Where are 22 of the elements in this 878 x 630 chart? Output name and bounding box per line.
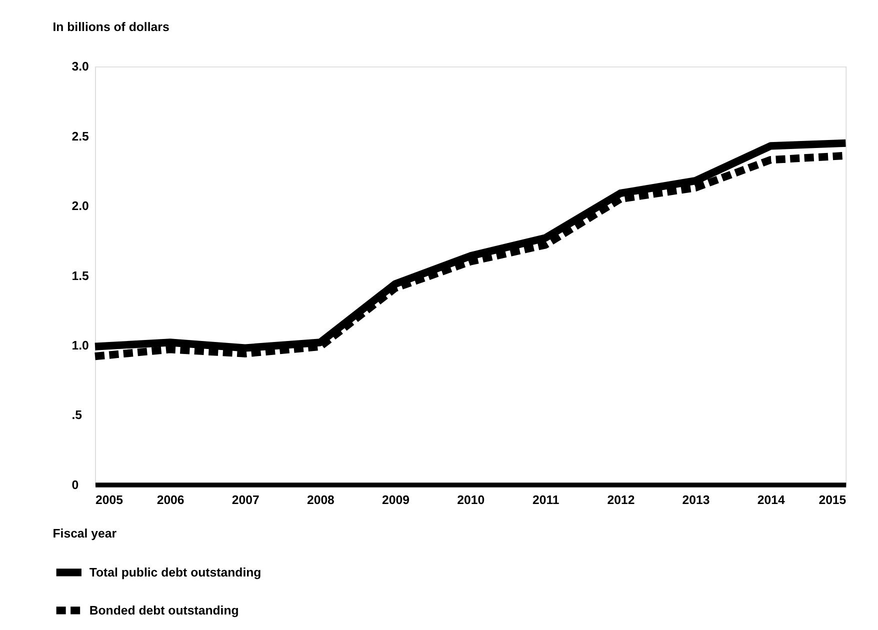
y-tick-label: 1.0: [72, 338, 90, 352]
x-tick-label: 2013: [682, 493, 710, 508]
x-tick-label: 2006: [156, 493, 184, 508]
x-tick-label: 2011: [532, 493, 560, 508]
x-tick-label: 2007: [232, 493, 260, 508]
x-tick-label: 2014: [757, 493, 785, 508]
x-tick-label: 2015: [818, 493, 846, 508]
y-axis-title: In billions of dollars: [52, 20, 170, 34]
y-tick-label: 3.0: [72, 60, 90, 74]
y-tick-label: 1.5: [72, 268, 90, 283]
legend-label: Total public debt outstanding: [89, 565, 262, 580]
x-tick-label: 2010: [457, 493, 485, 508]
x-tick-label: 2005: [95, 493, 124, 508]
legend-label: Bonded debt outstanding: [89, 603, 239, 618]
x-axis-title: Fiscal year: [52, 526, 117, 540]
x-tick-label: 2012: [607, 493, 635, 508]
y-tick-label: 2.5: [72, 129, 90, 144]
x-tick-label: 2009: [382, 493, 410, 508]
y-tick-label: .5: [72, 408, 82, 422]
x-tick-label: 2008: [306, 493, 335, 508]
y-tick-label: 2.0: [72, 199, 90, 214]
y-tick-label: 0: [72, 478, 79, 492]
